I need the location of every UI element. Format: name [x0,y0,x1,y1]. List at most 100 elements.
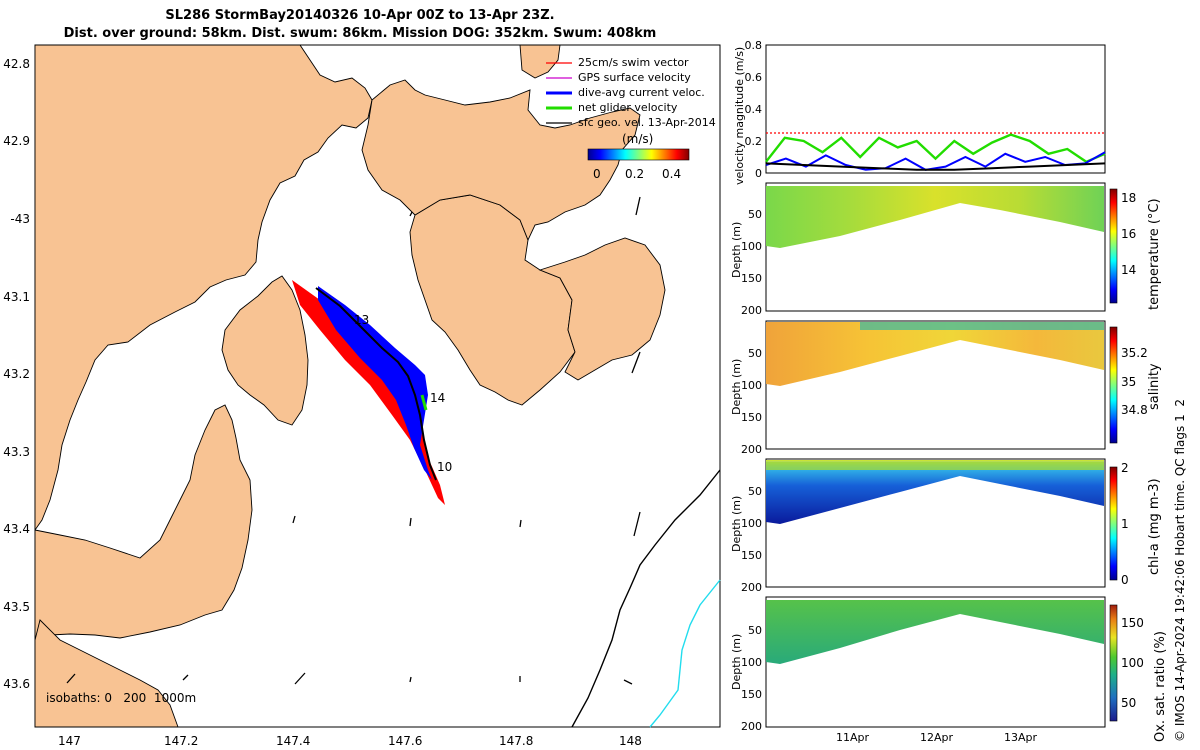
legend-swim-label: 25cm/s swim vector [578,56,689,69]
chl-cb-tick: 2 [1121,461,1129,475]
temp-cb-ticks: 14 16 18 [1121,191,1136,277]
salinity-panel: 50 100 150 200 Depth (m) 34.8 35 35.2 sa… [730,320,1162,456]
ox-y-ticks: 50 100 150 200 [741,624,762,733]
day-label-10: 10 [437,460,452,474]
sal-y-tick: 50 [748,347,762,360]
sal-ylabel: Depth (m) [730,359,743,415]
legend-swim-vector: 25cm/s swim vector [546,56,689,69]
legend-gps-label: GPS surface velocity [578,71,691,84]
ox-y-tick: 100 [741,656,762,669]
legend-gps-velocity: GPS surface velocity [546,71,691,84]
isobath-label: isobaths: 0 200 1000m [46,691,196,705]
isobath-200m [571,469,721,728]
velocity-y-ticks: 0 0.2 0.4 0.6 0.8 [745,39,763,180]
temp-colorbar [1109,188,1118,304]
geo-arrow [519,519,522,528]
vel-y-tick: 0.2 [745,135,763,148]
chl-y-ticks: 50 100 150 200 [741,485,762,594]
temp-cb-tick: 16 [1121,227,1136,241]
map-y-tick: -43 [10,212,30,226]
legend-current-label: dive-avg current veloc. [578,86,705,99]
map-x-tick: 147.2 [164,734,198,748]
map-y-tick: 43.1 [3,290,30,304]
temp-y-tick: 100 [741,240,762,253]
geo-arrow [66,673,76,684]
chl-y-tick: 100 [741,517,762,530]
geo-arrow [633,511,641,537]
figure-title: SL286 StormBay20140326 10-Apr 00Z to 13-… [165,8,555,23]
legend-geo-velocity: sfc geo. vel. 13-Apr-2014 [546,116,716,129]
map-y-tick: 43.3 [3,445,30,459]
map-legend: 25cm/s swim vector GPS surface velocity … [546,56,716,129]
temp-y-tick: 150 [741,272,762,285]
sal-cblabel: salinity [1147,363,1162,410]
map-y-tick: 43.4 [3,522,30,536]
velocity-ylabel: velocity magnitude (m/s) [733,47,746,185]
ox-colorbar [1109,604,1118,722]
ox-cb-ticks: 50 100 150 [1121,616,1144,710]
chl-y-tick: 150 [741,549,762,562]
swim-vector-cloud [292,280,445,505]
bruny-island [34,619,179,728]
sal-cb-tick: 34.8 [1121,403,1148,417]
western-land [34,44,373,532]
sal-cb-ticks: 34.8 35 35.2 [1121,346,1148,417]
time-x-ticks: 11Apr 12Apr 13Apr [836,731,1038,744]
velocity-frame [765,44,1106,174]
temperature-section-fill [766,186,1104,248]
map-y-tick: 43.2 [3,367,30,381]
sal-y-tick: 150 [741,411,762,424]
time-x-tick: 11Apr [836,731,870,744]
temperature-panel: 50 100 150 200 Depth (m) 14 16 18 temper… [730,182,1162,317]
western-peninsula [34,404,253,641]
map-panel: 13 14 10 25cm/s swim vector GPS surface … [3,44,721,748]
figure-subtitle: Dist. over ground: 58km. Dist. swum: 86k… [63,26,657,41]
chl-ylabel: Depth (m) [730,496,743,552]
temp-ylabel: Depth (m) [730,222,743,278]
map-y-ticks: 42.8 42.9 -43 43.1 43.2 43.3 43.4 43.5 4… [3,57,30,691]
maria-island-area [519,44,561,79]
glider-track [292,280,445,505]
map-x-tick: 147.8 [499,734,533,748]
time-x-tick: 12Apr [920,731,954,744]
temp-cblabel: temperature (°C) [1147,198,1162,310]
map-colorbar-label: (m/s) [622,132,653,146]
temp-cb-tick: 18 [1121,191,1136,205]
ox-y-tick: 200 [741,720,762,733]
map-colorbar-tick-0.4: 0.4 [662,167,681,181]
tasman-peninsula [538,237,666,381]
copyright-footer: © IMOS 14-Apr-2024 19:42:06 Hobart time.… [1173,399,1187,742]
day-label-13: 13 [354,313,369,327]
legend-current-velocity: dive-avg current veloc. [546,86,705,99]
salinity-surface-band [860,322,1104,330]
geo-arrow [292,515,296,524]
temp-y-tick: 50 [748,208,762,221]
map-y-tick: 42.9 [3,134,30,148]
ox-section-fill [766,600,1104,664]
chl-colorbar [1109,466,1118,581]
velocity-series-line-3 [765,162,1106,171]
vel-y-tick: 0 [755,167,762,180]
oxygen-panel: 50 100 150 200 Depth (m) 50 100 150 Ox. … [730,596,1168,744]
map-x-tick: 147 [58,734,81,748]
geo-arrow [294,672,306,685]
sal-cb-tick: 35 [1121,375,1136,389]
chl-cb-tick: 0 [1121,573,1129,587]
sfc-geo-vel-arrows [66,196,641,685]
map-x-tick: 147.6 [388,734,422,748]
chl-y-tick: 50 [748,485,762,498]
salinity-section-fill [766,322,1104,386]
map-colorbar-tick-0: 0 [593,167,601,181]
temp-cb-tick: 14 [1121,263,1136,277]
current-vector-cloud [318,286,432,480]
map-x-tick: 148 [619,734,642,748]
net-velocity-mark [420,394,428,411]
isobath-1000m [649,579,721,728]
map-x-tick: 147.4 [276,734,310,748]
chl-cb-tick: 1 [1121,517,1129,531]
land-masses [34,44,666,728]
sal-y-tick: 200 [741,443,762,456]
day-label-14: 14 [430,391,445,405]
vel-y-tick: 0.8 [745,39,763,52]
sal-colorbar [1109,326,1118,444]
